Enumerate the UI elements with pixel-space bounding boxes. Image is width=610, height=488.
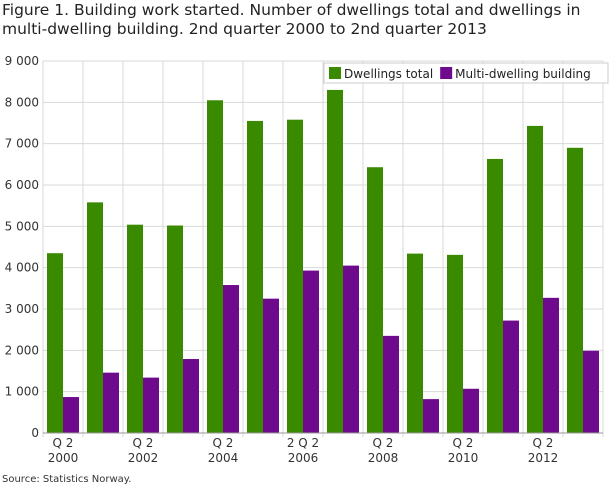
bar-dwellings-total-2008 (367, 167, 383, 433)
x-tick-label: Q 2 (453, 436, 474, 450)
x-tick-label: Q 2 (373, 436, 394, 450)
bar-multi-dwelling-2005 (263, 298, 279, 433)
x-tick-label: Q 2 (213, 436, 234, 450)
legend-swatch (440, 67, 453, 79)
bar-multi-dwelling-2007 (343, 265, 359, 433)
bar-dwellings-total-2010 (447, 254, 463, 433)
legend-swatch (329, 67, 341, 79)
y-tick-label: 3 000 (5, 302, 39, 316)
source-note: Source: Statistics Norway. (2, 474, 132, 485)
bar-dwellings-total-2005 (247, 120, 263, 433)
bar-multi-dwelling-2010 (463, 388, 479, 433)
y-tick-label: 1 000 (5, 385, 39, 399)
legend-box (323, 62, 609, 84)
bar-multi-dwelling-2008 (383, 335, 399, 433)
bar-dwellings-total-2011 (487, 158, 503, 433)
x-tick-label: Q 2 (133, 436, 154, 450)
y-tick-label: 0 (31, 426, 39, 440)
bar-multi-dwelling-2003 (183, 359, 199, 433)
y-tick-label: 7 000 (5, 137, 39, 151)
x-tick-label-year: 2004 (208, 451, 239, 465)
bar-multi-dwelling-2002 (143, 377, 159, 433)
bar-multi-dwelling-2011 (503, 320, 519, 433)
bar-multi-dwelling-2013 (583, 350, 599, 433)
y-tick-label: 5 000 (5, 219, 39, 233)
x-tick-label: Q 2 (533, 436, 554, 450)
legend-label: Multi-dwelling building (455, 67, 591, 81)
bar-dwellings-total-2002 (127, 224, 143, 433)
y-tick-label: 8 000 (5, 95, 39, 109)
bar-dwellings-total-2006 (287, 119, 303, 434)
y-tick-label: 6 000 (5, 178, 39, 192)
x-tick-label: 2 Q 2 (287, 436, 319, 450)
bar-dwellings-total-2009 (407, 253, 423, 433)
bar-dwellings-total-2003 (167, 225, 183, 433)
legend-label: Dwellings total (344, 67, 433, 81)
bar-dwellings-total-2007 (327, 89, 343, 433)
x-tick-label-year: 2002 (128, 451, 159, 465)
bar-dwellings-total-2001 (87, 202, 103, 433)
x-tick-label: Q 2 (53, 436, 74, 450)
x-tick-label-year: 2000 (48, 451, 79, 465)
bar-multi-dwelling-2001 (103, 372, 119, 433)
bar-multi-dwelling-2004 (223, 285, 239, 433)
x-tick-label-year: 2006 (288, 451, 319, 465)
bar-dwellings-total-2004 (207, 100, 223, 434)
y-tick-label: 9 000 (5, 54, 39, 68)
x-tick-label-year: 2012 (528, 451, 559, 465)
chart-title: Figure 1. Building work started. Number … (2, 1, 581, 38)
bar-dwellings-total-2012 (527, 125, 543, 433)
bar-multi-dwelling-2009 (423, 399, 439, 433)
bar-dwellings-total-2013 (567, 147, 583, 434)
bar-multi-dwelling-2006 (303, 270, 319, 433)
x-tick-label-year: 2010 (448, 451, 479, 465)
y-tick-label: 2 000 (5, 343, 39, 357)
bar-dwellings-total-2000 (47, 253, 63, 433)
x-tick-label-year: 2008 (368, 451, 399, 465)
bar-multi-dwelling-2012 (543, 297, 559, 433)
y-tick-label: 4 000 (5, 261, 39, 275)
bar-multi-dwelling-2000 (63, 397, 79, 433)
